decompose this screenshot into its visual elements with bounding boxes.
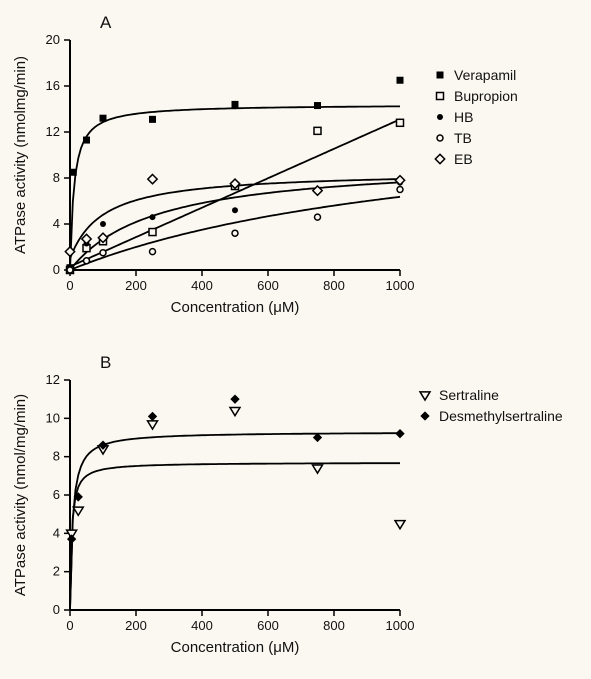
legend-label: TB [454,130,472,146]
marker-open-tri-down [420,392,430,400]
y-axis-label: ATPase activity (nmol/mg/min) [12,394,29,596]
curve-EB [70,179,400,259]
legend-label: HB [454,109,473,125]
marker-open-square [437,93,444,100]
x-tick-label: 600 [257,278,279,293]
marker-open-square [314,127,321,134]
y-tick-label: 0 [53,262,60,277]
marker-open-circle [100,250,106,256]
y-axis-label: ATPase activity (nmolmg/min) [12,56,29,254]
marker-open-square [397,119,404,126]
curve-HB [70,182,400,270]
x-tick-label: 0 [66,618,73,633]
panel-label: B [100,353,111,372]
marker-open-tri-down [230,407,240,415]
marker-filled-diamond [420,411,429,420]
marker-filled-diamond [230,395,239,404]
curve-Desmethylsertraline [70,433,400,610]
x-tick-label: 600 [257,618,279,633]
marker-filled-diamond [67,534,76,543]
marker-filled-diamond [395,429,404,438]
marker-filled-square [83,137,90,144]
legend-label: Bupropion [454,88,518,104]
marker-open-square [149,229,156,236]
y-tick-label: 4 [53,525,60,540]
marker-filled-square [437,72,444,79]
marker-filled-square [232,101,239,108]
x-axis-label: Concentration (μM) [171,299,300,316]
x-tick-label: 0 [66,278,73,293]
y-tick-label: 10 [46,410,60,425]
y-tick-label: 16 [46,78,60,93]
marker-open-diamond [65,247,74,256]
marker-filled-diamond [148,412,157,421]
marker-open-diamond [148,174,157,183]
marker-filled-square [100,115,107,122]
y-tick-label: 2 [53,564,60,579]
x-tick-label: 1000 [386,618,415,633]
x-tick-label: 400 [191,618,213,633]
marker-filled-square [397,77,404,84]
y-tick-label: 0 [53,602,60,617]
marker-filled-square [70,169,77,176]
x-axis-label: Concentration (μM) [171,639,300,656]
y-tick-label: 4 [53,216,60,231]
marker-open-circle [315,214,321,220]
marker-open-circle [84,258,90,264]
marker-open-diamond [435,154,444,163]
curve-Sertraline [70,463,400,610]
marker-open-tri-down [313,465,323,473]
legend-label: Verapamil [454,67,516,83]
y-tick-label: 8 [53,449,60,464]
y-tick-label: 12 [46,372,60,387]
marker-filled-circle [437,114,443,120]
x-tick-label: 200 [125,618,147,633]
marker-filled-circle [150,214,156,220]
panel-label: A [100,13,112,32]
y-tick-label: 6 [53,487,60,502]
marker-filled-square [314,102,321,109]
x-tick-label: 1000 [386,278,415,293]
y-tick-label: 8 [53,170,60,185]
marker-open-tri-down [395,521,405,529]
x-tick-label: 800 [323,278,345,293]
marker-open-circle [437,135,443,141]
marker-open-tri-down [73,507,83,515]
legend-label: Desmethylsertraline [439,408,563,424]
x-tick-label: 200 [125,278,147,293]
marker-open-diamond [82,234,91,243]
x-tick-label: 800 [323,618,345,633]
chartB: 0 200 400 600 800 1000 0 2 4 6 8 10 12 Concentration … [12,353,563,656]
marker-open-diamond [395,176,404,185]
marker-filled-square [149,116,156,123]
marker-open-circle [150,249,156,255]
marker-open-tri-down [148,421,158,429]
y-tick-label: 20 [46,32,60,47]
marker-open-circle [397,187,403,193]
marker-filled-circle [100,221,106,227]
marker-filled-circle [232,207,238,213]
marker-open-circle [232,230,238,236]
marker-open-circle [67,267,73,273]
curve-Bupropion [70,119,400,266]
legend-label: EB [454,151,473,167]
legend-label: Sertraline [439,387,499,403]
chartA: 0 200 400 600 800 1000 0 4 8 12 16 20 Concentration … [12,13,518,316]
x-tick-label: 400 [191,278,213,293]
y-tick-label: 12 [46,124,60,139]
